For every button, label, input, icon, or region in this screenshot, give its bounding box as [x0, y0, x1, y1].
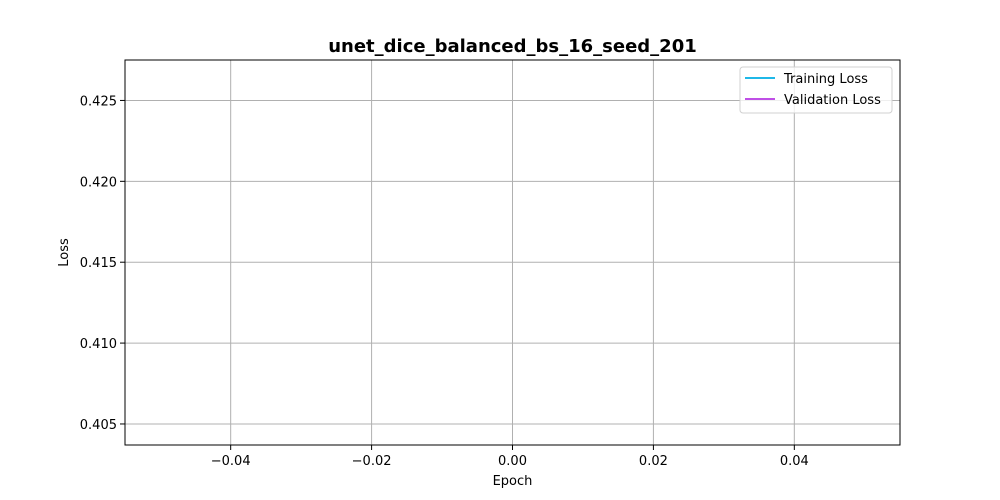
y-axis-label: Loss	[57, 238, 72, 267]
x-axis-ticks: −0.04 −0.02 0.00 0.02 0.04	[211, 445, 809, 469]
legend-label: Training Loss	[783, 72, 868, 87]
legend-entries: Training Loss Validation Loss	[745, 72, 881, 108]
grid	[125, 60, 900, 445]
y-tick-label: 0.410	[80, 337, 117, 352]
legend: Training Loss Validation Loss	[739, 66, 893, 114]
y-tick-label: 0.425	[80, 94, 117, 109]
y-tick-label: 0.415	[80, 256, 117, 271]
legend-label: Validation Loss	[784, 93, 881, 108]
y-tick-label: 0.420	[80, 175, 117, 190]
x-tick-label: 0.02	[639, 454, 668, 469]
legend-box	[739, 66, 893, 114]
y-tick-label: 0.405	[80, 418, 117, 433]
x-tick-label: 0.00	[498, 454, 527, 469]
x-axis-label: Epoch	[493, 474, 533, 489]
x-tick-label: 0.04	[780, 454, 809, 469]
y-axis-ticks: 0.405 0.410 0.415 0.420 0.425	[80, 94, 125, 433]
x-tick-label: −0.04	[211, 454, 251, 469]
chart-title: unet_dice_balanced_bs_16_seed_201	[328, 36, 697, 57]
x-tick-label: −0.02	[352, 454, 392, 469]
